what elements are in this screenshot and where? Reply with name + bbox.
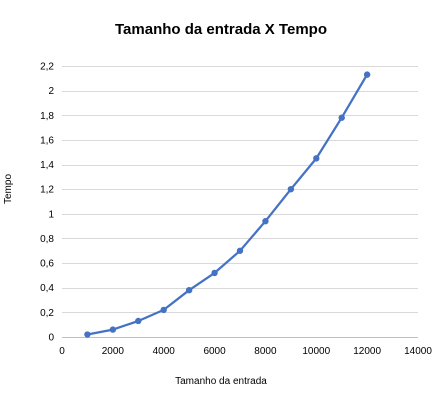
y-tick-label: 0,6	[40, 259, 54, 270]
x-tick-label: 8000	[254, 346, 277, 357]
x-tick-label: 14000	[404, 346, 432, 357]
data-point	[84, 331, 91, 338]
series-layer	[84, 71, 371, 338]
y-tick-label: 1,6	[40, 135, 54, 146]
series-line	[86, 73, 369, 336]
chart-title: Tamanho da entrada X Tempo	[115, 21, 327, 38]
y-axis-tick-labels: 0 0,2 0,4 0,6 0,8 1 1,2 1,4 1,6 1,8 2 2,2	[40, 62, 54, 344]
data-point	[211, 269, 218, 277]
y-tick-label: 1,4	[40, 160, 54, 171]
y-tick-label: 1,2	[40, 185, 54, 196]
x-tick-label: 10000	[302, 346, 330, 357]
y-tick-label: 0,8	[40, 234, 54, 245]
data-point	[236, 247, 244, 254]
data-point	[313, 155, 320, 162]
y-tick-label: 1,8	[40, 111, 54, 122]
x-tick-label: 4000	[153, 346, 176, 357]
data-point	[109, 326, 117, 333]
y-tick-label: 0,2	[40, 308, 54, 319]
data-point	[287, 185, 295, 193]
data-point	[185, 286, 193, 294]
y-tick-label: 1	[48, 209, 54, 220]
y-tick-label: 2,2	[40, 62, 54, 73]
x-axis-tick-labels: 0 2000 4000 6000 8000 10000 12000 14000	[59, 346, 432, 357]
x-tick-label: 2000	[102, 346, 125, 357]
data-point	[135, 317, 142, 325]
gridlines	[62, 66, 418, 313]
y-axis-title: Tempo	[3, 174, 14, 204]
data-point	[160, 306, 167, 314]
x-tick-label: 6000	[203, 346, 226, 357]
y-tick-label: 0,4	[40, 283, 54, 294]
x-tick-label: 0	[59, 346, 65, 357]
y-tick-label: 0	[48, 333, 54, 344]
data-point	[338, 114, 345, 121]
x-tick-label: 12000	[353, 346, 381, 357]
x-axis-title: Tamanho da entrada	[175, 376, 267, 387]
data-point	[363, 71, 371, 78]
data-point	[262, 218, 269, 225]
y-tick-label: 2	[48, 86, 54, 97]
